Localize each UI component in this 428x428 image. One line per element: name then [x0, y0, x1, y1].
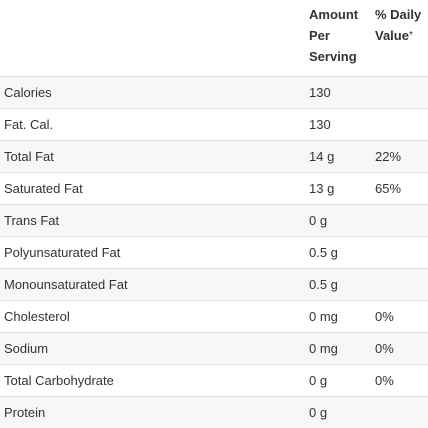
table-row: Fat. Cal. 130	[0, 109, 428, 141]
nutrient-daily-value: 0%	[371, 301, 428, 333]
amount-per-serving-header: Amount Per Serving	[305, 0, 371, 77]
nutrient-name: Saturated Fat	[0, 173, 305, 205]
nutrient-amount: 0 g	[305, 397, 371, 428]
nutrient-daily-value	[371, 109, 428, 141]
nutrient-daily-value: 0%	[371, 333, 428, 365]
nutrient-name: Polyunsaturated Fat	[0, 237, 305, 269]
table-row: Polyunsaturated Fat 0.5 g	[0, 237, 428, 269]
nutrient-column-header	[0, 0, 305, 77]
nutrition-table-body: Calories 130 Fat. Cal. 130 Total Fat 14 …	[0, 77, 428, 428]
nutrient-name: Cholesterol	[0, 301, 305, 333]
table-row: Sodium 0 mg 0%	[0, 333, 428, 365]
daily-value-header-label: % Daily Value	[375, 7, 421, 43]
table-row: Total Fat 14 g 22%	[0, 141, 428, 173]
nutrient-amount: 0.5 g	[305, 237, 371, 269]
nutrient-name: Total Carbohydrate	[0, 365, 305, 397]
daily-value-header: % Daily Value*	[371, 0, 428, 77]
nutrient-amount: 130	[305, 77, 371, 109]
nutrition-table-header: Amount Per Serving % Daily Value*	[0, 0, 428, 77]
nutrient-daily-value	[371, 397, 428, 428]
nutrient-name: Monounsaturated Fat	[0, 269, 305, 301]
header-row: Amount Per Serving % Daily Value*	[0, 0, 428, 77]
nutrient-amount: 0 g	[305, 205, 371, 237]
table-row: Trans Fat 0 g	[0, 205, 428, 237]
nutrient-amount: 0 mg	[305, 333, 371, 365]
nutrient-daily-value	[371, 269, 428, 301]
nutrient-name: Fat. Cal.	[0, 109, 305, 141]
nutrient-amount: 130	[305, 109, 371, 141]
nutrient-name: Sodium	[0, 333, 305, 365]
table-row: Monounsaturated Fat 0.5 g	[0, 269, 428, 301]
table-row: Cholesterol 0 mg 0%	[0, 301, 428, 333]
nutrient-daily-value: 65%	[371, 173, 428, 205]
nutrient-name: Calories	[0, 77, 305, 109]
table-row: Calories 130	[0, 77, 428, 109]
nutrient-daily-value	[371, 77, 428, 109]
daily-value-footnote-mark: *	[409, 30, 413, 41]
nutrient-daily-value: 0%	[371, 365, 428, 397]
table-row: Saturated Fat 13 g 65%	[0, 173, 428, 205]
nutrient-amount: 14 g	[305, 141, 371, 173]
table-row: Protein 0 g	[0, 397, 428, 428]
nutrient-name: Trans Fat	[0, 205, 305, 237]
nutrient-amount: 13 g	[305, 173, 371, 205]
nutrient-amount: 0 mg	[305, 301, 371, 333]
nutrient-name: Total Fat	[0, 141, 305, 173]
nutrient-amount: 0 g	[305, 365, 371, 397]
nutrient-daily-value: 22%	[371, 141, 428, 173]
table-row: Total Carbohydrate 0 g 0%	[0, 365, 428, 397]
nutrient-amount: 0.5 g	[305, 269, 371, 301]
nutrient-daily-value	[371, 205, 428, 237]
nutrient-name: Protein	[0, 397, 305, 428]
nutrient-daily-value	[371, 237, 428, 269]
